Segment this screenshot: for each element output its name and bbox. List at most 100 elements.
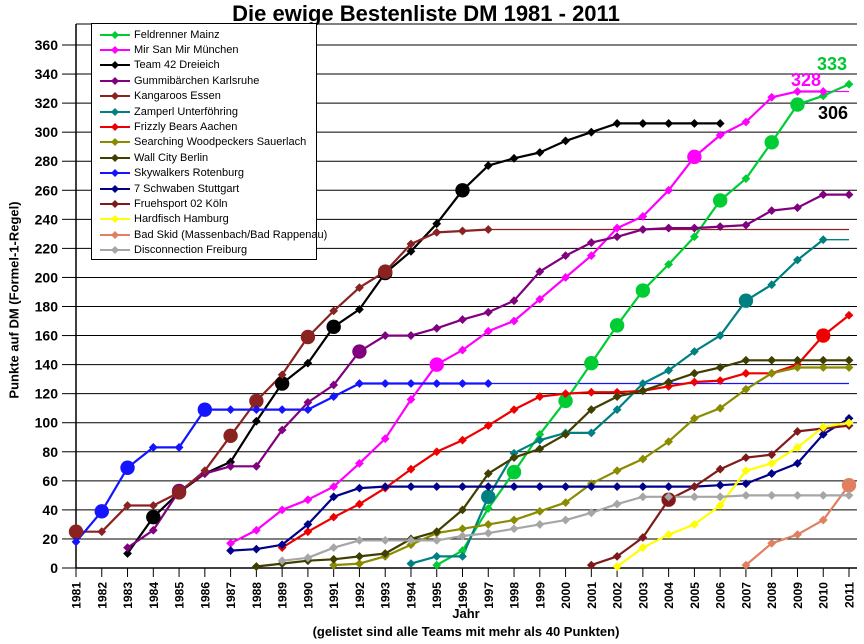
data-point-large — [146, 509, 161, 525]
data-point — [767, 469, 777, 478]
data-point — [432, 219, 442, 229]
legend-item-bad-skid-massenbach-bad-rappenau: Bad Skid (Massenbach/Bad Rappenau) — [98, 227, 327, 242]
data-point — [586, 251, 596, 261]
data-point — [458, 531, 467, 541]
data-point — [406, 464, 416, 474]
data-point — [715, 130, 725, 140]
data-point — [638, 386, 648, 396]
data-point — [561, 498, 570, 508]
series-markers-zamperl-unterf-hring — [406, 235, 828, 569]
data-point — [251, 405, 261, 415]
data-point — [148, 525, 158, 535]
x-tick-label: 1984 — [147, 582, 161, 609]
y-tick-label: 360 — [35, 37, 59, 53]
data-point — [535, 267, 545, 277]
data-point — [561, 389, 570, 399]
data-point — [251, 416, 261, 426]
data-point-large — [841, 477, 857, 493]
data-point — [818, 422, 828, 432]
data-point — [458, 505, 467, 515]
data-point — [277, 405, 287, 415]
x-tick-label: 2006 — [714, 582, 728, 609]
data-point-large — [506, 464, 522, 480]
data-point-large — [687, 149, 702, 165]
data-point — [561, 273, 570, 282]
data-point — [561, 136, 570, 146]
series-line-mir-san-mir-m-nchen — [229, 90, 825, 545]
legend-item-disconnection-freiburg: Disconnection Freiburg — [98, 242, 316, 257]
legend-label: Mir San Mir München — [134, 44, 239, 57]
end-value-label: 333 — [817, 54, 847, 74]
data-point — [612, 482, 622, 492]
legend-swatch-icon — [100, 215, 130, 224]
legend-label: Frizzly Bears Aachen — [134, 121, 238, 134]
x-tick-label: 1986 — [198, 582, 212, 609]
legend-swatch-icon — [100, 246, 130, 255]
x-tick-label: 1994 — [404, 582, 418, 609]
x-tick-label: 2000 — [559, 582, 573, 609]
data-point — [483, 161, 493, 170]
data-point-large — [584, 355, 599, 371]
data-point — [741, 355, 751, 365]
data-point — [586, 127, 596, 137]
data-point — [97, 527, 107, 537]
data-point — [303, 520, 313, 529]
data-point — [793, 355, 802, 365]
legend-item-zamperl-unterf-hring: Zamperl Unterföhring — [98, 104, 316, 119]
data-point-large — [455, 183, 470, 198]
data-point — [432, 527, 442, 537]
data-point — [303, 405, 313, 415]
data-point — [329, 492, 339, 502]
data-point — [329, 512, 339, 522]
data-point — [123, 501, 132, 510]
series-markers-gummib-rchen-karlsruhe — [123, 190, 854, 553]
data-point — [432, 535, 442, 545]
data-point — [406, 379, 416, 388]
data-point-large — [249, 393, 264, 409]
data-point — [844, 79, 854, 89]
data-point — [793, 363, 802, 372]
data-point — [638, 454, 648, 464]
data-point-large — [712, 193, 728, 208]
data-point — [612, 562, 622, 571]
x-tick-label: 1987 — [224, 582, 238, 609]
legend-label: Searching Woodpeckers Sauerlach — [134, 136, 307, 149]
data-point — [741, 368, 751, 378]
x-tick-label: 1996 — [456, 582, 470, 609]
data-point — [767, 92, 777, 102]
x-axis-title: Jahr — [452, 606, 480, 621]
series-line-zamperl-unterf-hring — [409, 238, 825, 565]
data-point — [793, 87, 802, 96]
data-point — [432, 228, 442, 237]
data-point — [406, 482, 416, 492]
data-point — [458, 345, 467, 355]
data-point — [277, 370, 287, 380]
gridlines — [75, 23, 857, 569]
data-point — [535, 294, 545, 304]
legend-item-frizzly-bears-aachen: Frizzly Bears Aachen — [98, 119, 316, 134]
data-point — [690, 119, 699, 128]
y-tick-label: 20 — [42, 531, 58, 547]
x-tick-label: 1989 — [276, 582, 290, 609]
data-point — [664, 492, 674, 502]
data-point — [251, 461, 261, 471]
data-point — [818, 235, 828, 245]
x-tick-label: 1982 — [95, 582, 109, 609]
data-point — [767, 490, 777, 500]
data-point-large — [609, 318, 625, 333]
legend: Feldrenner Mainz Mir San Mir München Team … — [91, 23, 327, 260]
data-point — [509, 515, 519, 525]
data-point — [535, 148, 545, 157]
data-point — [509, 153, 519, 163]
data-point — [715, 492, 725, 502]
legend-swatch-icon — [100, 76, 130, 85]
data-point — [638, 533, 648, 542]
series-markers-wall-city-berlin — [251, 355, 854, 571]
legend-label: Disconnection Freiburg — [134, 244, 248, 257]
data-point — [664, 119, 674, 128]
y-tick-label: 140 — [35, 357, 59, 373]
data-point — [329, 392, 339, 401]
data-point — [818, 190, 828, 200]
legend-item-kangaroos-essen: Kangaroos Essen — [98, 89, 316, 104]
